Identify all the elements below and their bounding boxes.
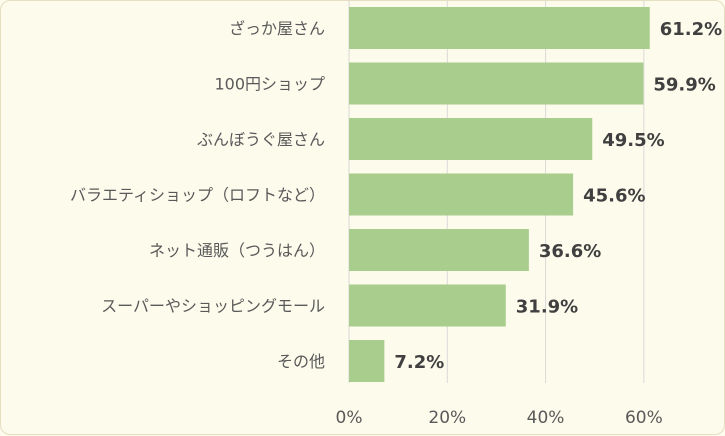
bar — [349, 340, 385, 382]
data-label: 7.2% — [394, 352, 444, 373]
category-label: 100円ショップ — [214, 75, 325, 94]
data-label: 31.9% — [516, 297, 578, 318]
bar — [349, 173, 574, 216]
bar — [349, 62, 644, 105]
x-tick-label: 20% — [428, 408, 466, 428]
bar — [349, 7, 650, 49]
category-label: その他 — [277, 352, 325, 371]
category-label: バラエティショップ（ロフトなど） — [70, 186, 325, 205]
x-tick-label: 0% — [336, 408, 363, 428]
category-label: ぶんぼうぐ屋さん — [197, 130, 325, 149]
category-label: ざっか屋さん — [229, 19, 325, 38]
bar — [349, 229, 529, 271]
data-label: 36.6% — [539, 241, 601, 262]
bar — [349, 118, 593, 160]
x-tick-label: 60% — [625, 408, 663, 428]
data-label: 61.2% — [660, 19, 722, 40]
category-label: ネット通販（つうはん） — [149, 241, 325, 260]
x-tick-label: 40% — [527, 408, 565, 428]
data-label: 45.6% — [583, 186, 645, 207]
data-label: 49.5% — [602, 130, 664, 151]
category-label: スーパーやショッピングモール — [101, 297, 325, 316]
data-label: 59.9% — [653, 75, 715, 96]
bar — [349, 284, 506, 327]
